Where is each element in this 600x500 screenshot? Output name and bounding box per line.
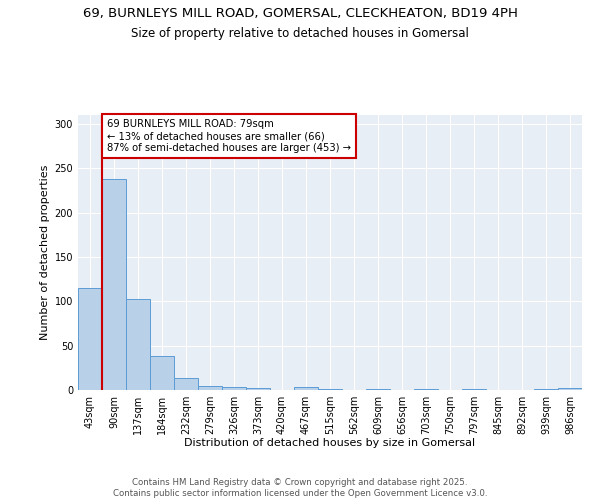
Bar xyxy=(558,388,582,390)
Text: 69, BURNLEYS MILL ROAD, GOMERSAL, CLECKHEATON, BD19 4PH: 69, BURNLEYS MILL ROAD, GOMERSAL, CLECKH… xyxy=(83,8,517,20)
Bar xyxy=(78,288,102,390)
Bar xyxy=(174,378,198,390)
Bar xyxy=(102,179,126,390)
Bar xyxy=(462,389,486,390)
Bar xyxy=(414,389,438,390)
Bar xyxy=(222,388,246,390)
X-axis label: Distribution of detached houses by size in Gomersal: Distribution of detached houses by size … xyxy=(184,438,476,448)
Bar xyxy=(318,389,342,390)
Text: 69 BURNLEYS MILL ROAD: 79sqm
← 13% of detached houses are smaller (66)
87% of se: 69 BURNLEYS MILL ROAD: 79sqm ← 13% of de… xyxy=(107,120,351,152)
Bar xyxy=(294,388,318,390)
Bar xyxy=(246,388,270,390)
Text: Size of property relative to detached houses in Gomersal: Size of property relative to detached ho… xyxy=(131,28,469,40)
Bar xyxy=(126,298,150,390)
Bar xyxy=(534,389,558,390)
Bar xyxy=(150,356,174,390)
Y-axis label: Number of detached properties: Number of detached properties xyxy=(40,165,50,340)
Text: Contains HM Land Registry data © Crown copyright and database right 2025.
Contai: Contains HM Land Registry data © Crown c… xyxy=(113,478,487,498)
Bar xyxy=(366,389,390,390)
Bar xyxy=(198,386,222,390)
